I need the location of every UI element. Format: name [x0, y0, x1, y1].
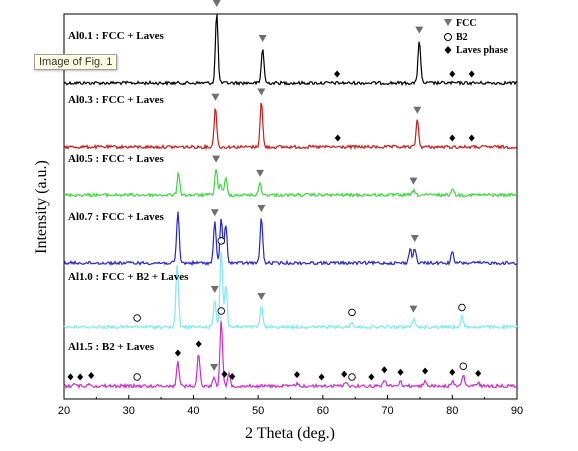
- laves-marker: [77, 373, 84, 381]
- x-tick-label: 80: [446, 405, 458, 417]
- series-label-1: Al0.1 : FCC + Laves: [68, 30, 165, 42]
- laves-marker: [468, 70, 475, 78]
- laves-marker: [195, 340, 202, 348]
- fcc-marker: [210, 209, 219, 217]
- laves-marker: [422, 367, 429, 375]
- series-label-3: Al0.5 : FCC + Laves: [68, 153, 165, 165]
- laves-marker: [468, 134, 475, 142]
- legend-label-b2: B2: [456, 32, 468, 43]
- legend-diamond-icon: [444, 46, 452, 54]
- legend-label-fcc: FCC: [456, 18, 477, 29]
- x-axis-ticks: 20 30 40 50 60 70 80 90: [58, 395, 523, 417]
- fcc-marker: [257, 88, 266, 96]
- x-tick-label: 50: [252, 405, 264, 417]
- laves-marker: [341, 370, 348, 378]
- series-label-2: Al0.3 : FCC + Laves: [68, 94, 165, 106]
- laves-marker: [381, 366, 388, 374]
- fcc-marker: [210, 285, 219, 293]
- fcc-marker: [409, 305, 418, 313]
- series-layer: [63, 14, 518, 390]
- b2-marker: [348, 373, 356, 381]
- laves-marker: [67, 373, 74, 381]
- series-line-4: [63, 211, 518, 267]
- laves-marker: [221, 370, 228, 378]
- series-label-5: Al1.0 : FCC + B2 + Laves: [68, 271, 189, 283]
- laves-marker: [229, 373, 236, 381]
- image-tooltip: Image of Fig. 1: [34, 54, 118, 70]
- legend-label-laves: Laves phase: [456, 45, 509, 56]
- b2-marker: [217, 237, 226, 245]
- fcc-marker: [415, 26, 424, 34]
- laves-marker: [475, 369, 482, 377]
- legend-circle-icon: [444, 33, 452, 41]
- laves-marker: [174, 349, 181, 357]
- series-labels: Al0.1 : FCC + Laves Al0.3 : FCC + Laves Al…: [68, 30, 189, 353]
- b2-marker: [133, 314, 141, 322]
- series-line-5: [63, 251, 518, 331]
- series-line-1: [63, 14, 518, 87]
- laves-marker: [449, 70, 456, 78]
- fcc-marker: [258, 35, 267, 42]
- laves-marker: [334, 134, 341, 142]
- b2-marker: [458, 303, 466, 312]
- x-tick-label: 90: [511, 405, 523, 417]
- fcc-marker: [257, 205, 266, 212]
- laves-marker: [293, 371, 300, 379]
- series-line-6: [63, 320, 518, 390]
- fcc-marker: [257, 293, 266, 300]
- fcc-marker: [212, 155, 221, 163]
- fcc-marker: [410, 234, 419, 242]
- laves-marker: [334, 70, 341, 78]
- series-label-4: Al0.7 : FCC + Laves: [68, 211, 165, 223]
- fcc-marker: [212, 0, 221, 7]
- laves-marker: [368, 373, 375, 381]
- marker-layer: [67, 0, 482, 381]
- fcc-marker: [256, 169, 265, 177]
- laves-marker: [397, 368, 404, 376]
- legend-triangle-icon: [444, 19, 452, 26]
- b2-marker: [459, 362, 468, 370]
- laves-marker: [449, 134, 456, 142]
- b2-marker: [348, 308, 356, 317]
- x-tick-label: 40: [187, 405, 199, 417]
- series-line-3: [63, 169, 518, 199]
- series-line-2: [63, 102, 518, 151]
- fcc-marker: [409, 177, 418, 185]
- b2-marker: [217, 307, 226, 315]
- fcc-marker: [211, 93, 220, 101]
- x-axis-title: 2 Theta (deg.): [245, 425, 335, 442]
- y-axis-title: Intensity (a.u.): [33, 160, 50, 254]
- x-tick-label: 70: [381, 405, 393, 417]
- laves-marker: [318, 373, 325, 381]
- legend: FCC B2 Laves phase: [444, 18, 509, 56]
- fcc-marker: [210, 364, 219, 371]
- x-tick-label: 20: [58, 405, 70, 417]
- x-tick-label: 30: [123, 405, 135, 417]
- fcc-marker: [413, 106, 422, 114]
- laves-marker: [88, 372, 95, 380]
- series-label-6: Al1.5 : B2 + Laves: [68, 341, 155, 353]
- laves-marker: [449, 368, 456, 376]
- b2-marker: [133, 373, 141, 381]
- x-tick-label: 60: [317, 405, 329, 417]
